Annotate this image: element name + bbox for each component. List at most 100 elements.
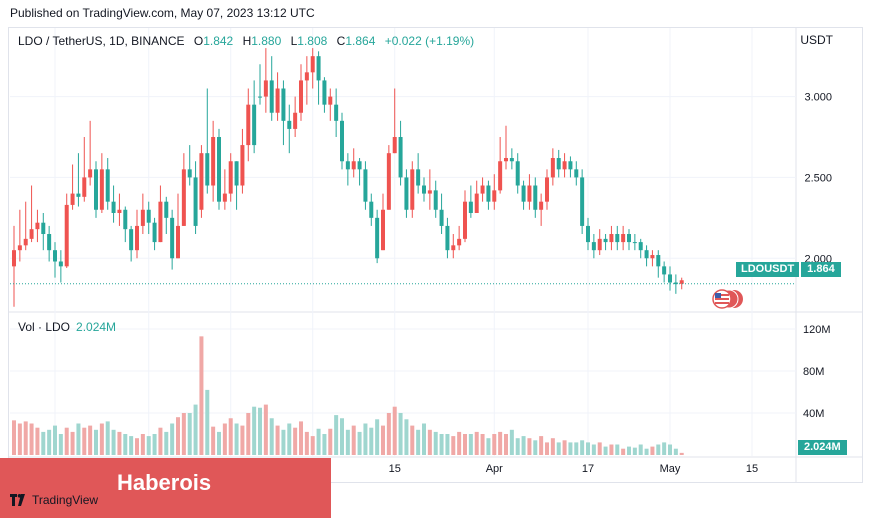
volume-bar (363, 423, 368, 455)
volume-bar (586, 442, 590, 455)
us-flag-icon[interactable] (710, 289, 744, 309)
open-value: 1.842 (203, 34, 234, 48)
candle-body (486, 185, 491, 202)
volume-bar (164, 431, 169, 455)
volume-bar (129, 436, 134, 455)
candle-body (205, 153, 210, 186)
volume-bar (299, 421, 303, 455)
candle-body (29, 229, 34, 239)
candle-body (621, 234, 626, 243)
volume-bar (662, 442, 667, 455)
volume-bar (328, 428, 333, 455)
candle-body (597, 238, 602, 251)
candle-body (193, 177, 198, 226)
volume-bar (591, 444, 596, 455)
volume-bar (140, 434, 145, 455)
close-value: 1.864 (345, 34, 376, 48)
volume-bar (679, 452, 684, 455)
volume-bar (603, 446, 608, 455)
tradingview-logo[interactable]: TradingView (10, 493, 98, 507)
volume-bar (574, 442, 579, 455)
volume-bar (445, 434, 450, 455)
volume-bar (76, 423, 81, 455)
volume-bar (615, 444, 620, 455)
volume-bar (644, 448, 649, 455)
candle-body (252, 104, 257, 146)
candle-body (644, 250, 649, 259)
volume-bar (580, 440, 585, 455)
volume-bar (47, 429, 52, 455)
axis-layer: 3.0002.5002.000120M80M40M16Feb15Mar15Apr… (49, 92, 832, 475)
volume-bar (310, 436, 315, 455)
published-caption: Published on TradingView.com, May 07, 20… (10, 6, 315, 20)
volume-bar (545, 442, 549, 455)
volume-bar (82, 427, 87, 455)
volume-bar (627, 446, 631, 455)
candle-body (351, 161, 356, 170)
volume-bar (146, 436, 151, 455)
volume-bar (35, 427, 40, 455)
candle-body (211, 137, 216, 186)
volume-bar (275, 425, 280, 455)
candle-body (515, 161, 520, 186)
open-label: O (193, 34, 204, 48)
candle-body (99, 169, 104, 210)
volume-bar (521, 436, 526, 455)
volume-bar (263, 404, 268, 455)
candle-body (609, 234, 614, 243)
candle-body (12, 250, 16, 267)
candle-body (527, 185, 532, 202)
candle-body (170, 217, 175, 259)
candle-body (164, 201, 169, 218)
candle-body (591, 242, 596, 251)
volume-bar (41, 431, 46, 455)
candle-body (375, 217, 380, 259)
volume-bar (533, 440, 538, 455)
candle-body (217, 137, 221, 202)
candle-body (410, 169, 415, 210)
volume-bar (539, 436, 544, 455)
volume-bar (492, 434, 497, 455)
volume-bar (451, 436, 456, 455)
candle-body (545, 177, 549, 202)
volume-bar (369, 427, 374, 455)
last-price-symbol: LDOUSDT (736, 262, 800, 277)
candle-body (304, 72, 309, 81)
candle-body (263, 80, 268, 97)
volume-tick-label: 120M (803, 324, 831, 336)
candle-body (468, 201, 473, 213)
volume-bar (474, 431, 479, 455)
candle-body (53, 250, 57, 262)
candle-body (381, 209, 385, 251)
volume-bar (58, 434, 63, 455)
volume-bar (468, 434, 473, 455)
candle-body (474, 193, 479, 213)
symbol-legend: LDO / TetherUS, 1D, BINANCE O1.842 H1.88… (18, 34, 474, 48)
candles (10, 48, 796, 307)
volume-bars (12, 336, 684, 455)
candle-body (463, 201, 467, 239)
last-price-tag: LDOUSDT 1.864 (736, 262, 841, 277)
candle-body (539, 201, 544, 210)
candle-body (340, 120, 344, 162)
close-label: C (336, 34, 346, 48)
candle-body (246, 104, 251, 146)
volume-bar (281, 429, 286, 455)
tradingview-logo-text: TradingView (32, 493, 99, 507)
candle-body (480, 185, 485, 194)
grid-layer (8, 28, 863, 482)
volume-bar (111, 429, 116, 455)
candle-body (562, 161, 567, 170)
volume-bar (334, 415, 339, 455)
volume-bar (398, 413, 403, 455)
volume-bar (12, 420, 16, 455)
volume-bar (556, 442, 561, 455)
candle-body (580, 177, 585, 226)
candle-body (586, 225, 590, 243)
volume-bar (550, 438, 555, 455)
candle-body (568, 161, 573, 170)
candle-body (152, 222, 157, 243)
candle-body (638, 242, 643, 251)
candle-body (457, 238, 462, 246)
